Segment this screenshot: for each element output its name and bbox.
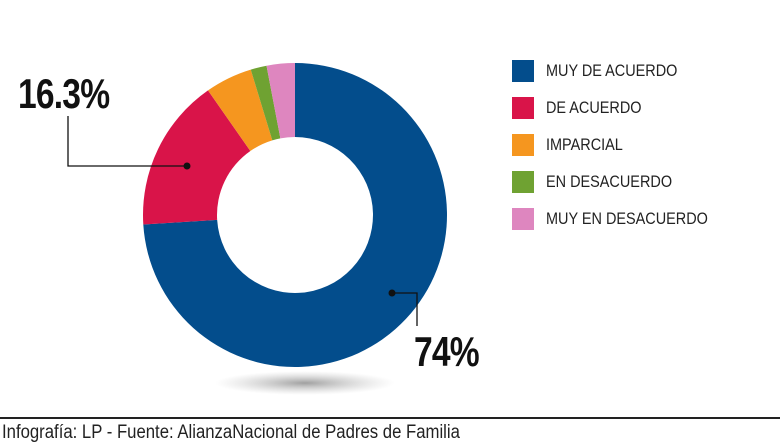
legend-item: IMPARCIAL	[512, 126, 737, 163]
legend-item: EN DESACUERDO	[512, 163, 737, 200]
legend-item: MUY DE ACUERDO	[512, 52, 737, 89]
legend-swatch	[512, 96, 534, 119]
footer-divider	[0, 417, 780, 419]
legend-swatch	[512, 207, 534, 230]
donut-slice-muy-de-acuerdo	[143, 63, 448, 367]
legend-swatch	[512, 59, 534, 82]
legend-swatch	[512, 170, 534, 193]
source-credit: Infografía: LP - Fuente: AlianzaNacional…	[2, 422, 460, 443]
legend-label: MUY EN DESACUERDO	[546, 208, 708, 228]
legend: MUY DE ACUERDO DE ACUERDO IMPARCIAL EN D…	[512, 52, 737, 237]
legend-item: MUY EN DESACUERDO	[512, 200, 737, 237]
donut-slice-muy-en-desacuerdo	[266, 63, 295, 139]
data-label-de-acuerdo: 16.3%	[18, 70, 110, 117]
legend-label: MUY DE ACUERDO	[546, 60, 678, 80]
legend-label: EN DESACUERDO	[546, 171, 673, 191]
callout-dot-de-acuerdo	[183, 162, 191, 170]
legend-label: IMPARCIAL	[546, 134, 623, 154]
chart-shadow	[215, 371, 395, 395]
donut-slice-imparcial	[207, 69, 273, 152]
callout-line-de-acuerdo	[67, 116, 187, 167]
callout-line-muy-de-acuerdo	[392, 292, 418, 326]
legend-item: DE ACUERDO	[512, 89, 737, 126]
legend-swatch	[512, 133, 534, 156]
donut-slice-de-acuerdo	[143, 90, 251, 225]
callout-dot-muy-de-acuerdo	[388, 289, 396, 297]
donut-slice-en-desacuerdo	[250, 65, 281, 141]
legend-label: DE ACUERDO	[546, 97, 642, 117]
data-label-muy-de-acuerdo: 74%	[414, 328, 480, 375]
